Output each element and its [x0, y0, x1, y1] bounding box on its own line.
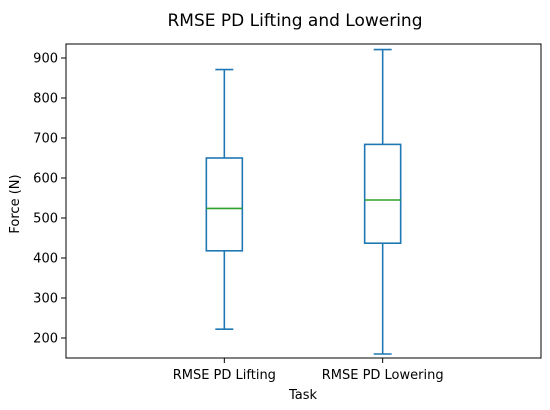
x-tick-label: RMSE PD Lowering	[322, 368, 444, 383]
y-axis-label: Force (N)	[8, 174, 23, 233]
y-tick-label: 800	[33, 92, 58, 107]
y-tick-label: 700	[33, 132, 58, 147]
iqr-box	[205, 157, 244, 252]
y-tick-label: 900	[33, 52, 58, 67]
y-tick-label: 400	[33, 252, 58, 267]
chart-title: RMSE PD Lifting and Lowering	[168, 11, 423, 31]
x-axis-label: Task	[288, 388, 318, 403]
y-tick-label: 500	[33, 212, 58, 227]
y-tick-label: 600	[33, 172, 58, 187]
plot-frame	[65, 43, 542, 359]
x-tick-label: RMSE PD Lifting	[173, 368, 276, 383]
y-tick-label: 300	[33, 292, 58, 307]
iqr-box	[363, 143, 402, 244]
y-tick-label: 200	[33, 332, 58, 347]
plot-area: 200 300 400 500 600 700 800 900 RMSE PD Lifting R…	[33, 43, 542, 383]
